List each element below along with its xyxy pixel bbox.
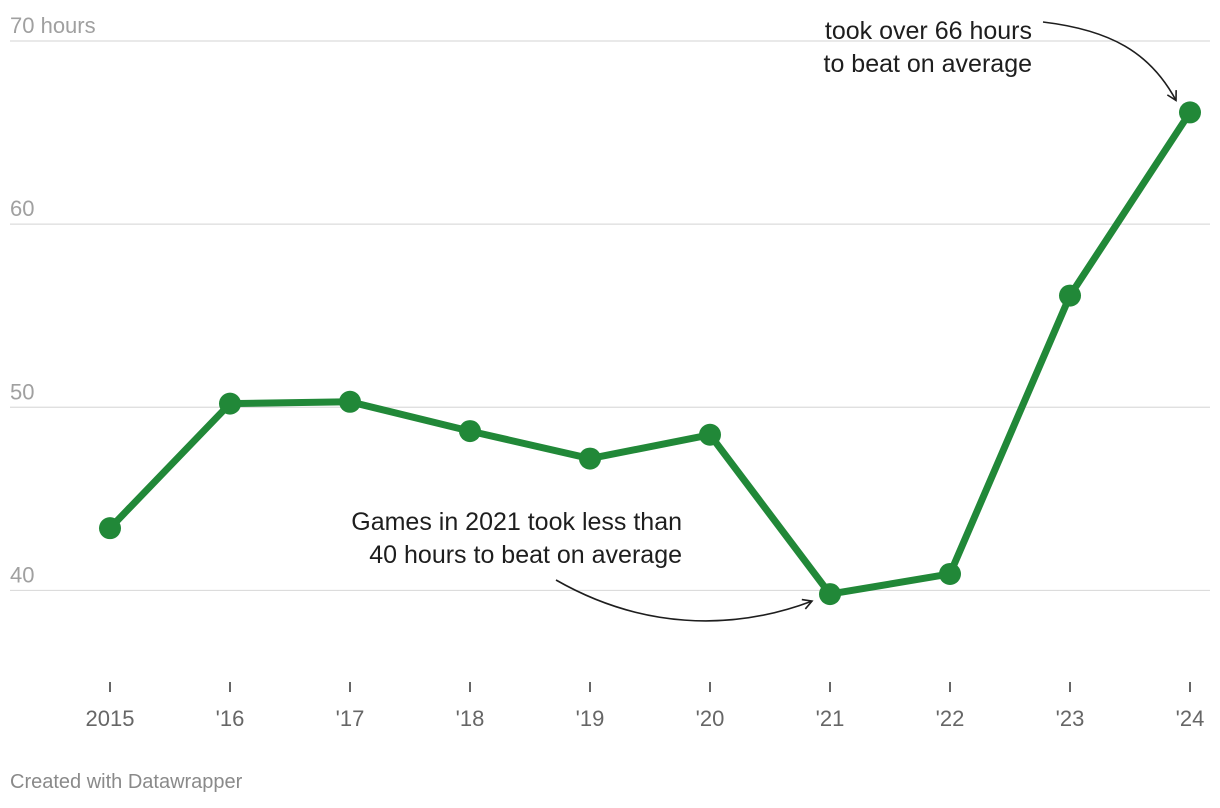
data-point xyxy=(1059,284,1081,307)
x-tick-label: '22 xyxy=(936,706,965,731)
credit-text: Created with Datawrapper xyxy=(10,771,243,793)
line-chart: 40 50 60 70 hours 2015 '16 '17 '18 '19 '20 '21 '22 '… xyxy=(10,13,1210,731)
x-tick-label: '20 xyxy=(696,706,725,731)
data-point xyxy=(99,517,121,540)
annotation-arrow xyxy=(1042,21,1177,102)
x-tick-label: '16 xyxy=(216,706,245,731)
x-tick-label: '17 xyxy=(336,706,365,731)
data-point xyxy=(339,390,361,413)
data-point xyxy=(699,423,721,446)
y-tick-label: 40 xyxy=(10,562,34,587)
y-tick-label: 70 hours xyxy=(10,13,96,38)
data-point xyxy=(219,392,241,415)
x-tick-label: '24 xyxy=(1176,706,1205,731)
annotation-arrow xyxy=(555,579,814,622)
data-point xyxy=(579,447,601,470)
y-tick-label: 50 xyxy=(10,379,34,404)
x-tick-label: '18 xyxy=(456,706,485,731)
series-line xyxy=(106,108,1194,598)
x-tick-label: '23 xyxy=(1056,706,1085,731)
annotation-text: took over 66 hours to beat on average xyxy=(824,17,1033,78)
y-tick-label: 60 xyxy=(10,196,34,221)
x-tick-label: '21 xyxy=(816,706,845,731)
data-point xyxy=(459,420,481,443)
data-point xyxy=(819,583,841,606)
data-point xyxy=(1179,101,1201,124)
x-tick-label: '19 xyxy=(576,706,605,731)
annotation-text: Games in 2021 took less than 40 hours to … xyxy=(351,508,682,569)
x-tick-label: 2015 xyxy=(86,706,135,731)
data-point xyxy=(939,562,961,585)
